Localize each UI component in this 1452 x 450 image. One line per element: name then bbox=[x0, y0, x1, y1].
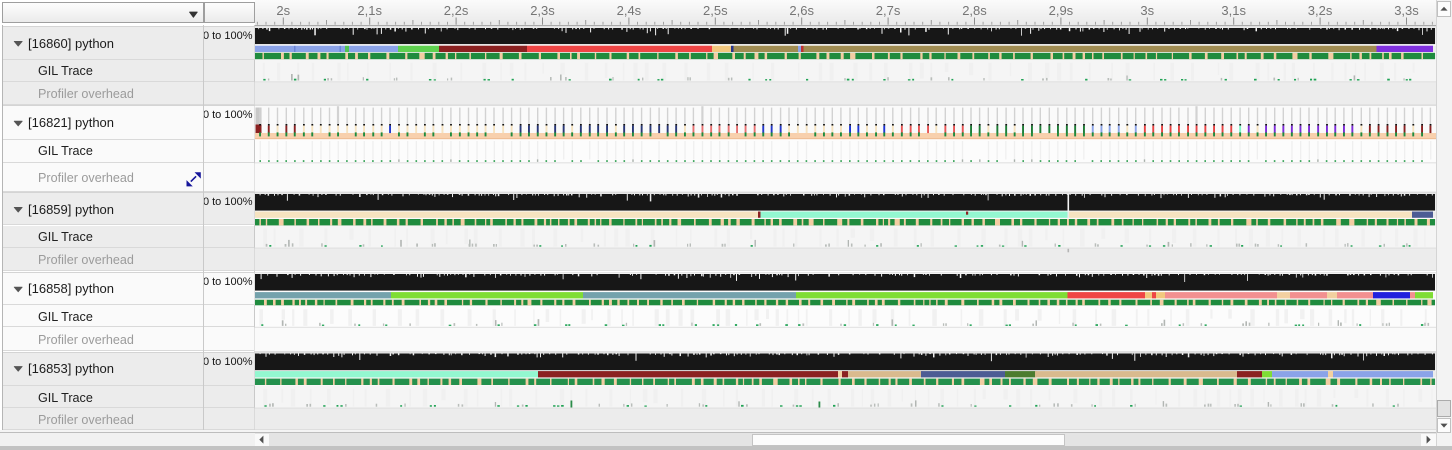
svg-text:2,4s: 2,4s bbox=[617, 3, 642, 18]
svg-text:2s: 2s bbox=[276, 3, 290, 18]
svg-text:2,7s: 2,7s bbox=[876, 3, 901, 18]
svg-text:2,2s: 2,2s bbox=[444, 3, 469, 18]
svg-text:3s: 3s bbox=[1140, 3, 1154, 18]
svg-text:2,6s: 2,6s bbox=[789, 3, 814, 18]
svg-text:2,8s: 2,8s bbox=[962, 3, 987, 18]
svg-text:2,1s: 2,1s bbox=[357, 3, 382, 18]
svg-text:3,3s: 3,3s bbox=[1394, 3, 1419, 18]
svg-text:3,2s: 3,2s bbox=[1308, 3, 1333, 18]
svg-text:3,1s: 3,1s bbox=[1221, 3, 1246, 18]
svg-text:2,9s: 2,9s bbox=[1049, 3, 1074, 18]
svg-text:2,3s: 2,3s bbox=[530, 3, 555, 18]
svg-text:2,5s: 2,5s bbox=[703, 3, 728, 18]
